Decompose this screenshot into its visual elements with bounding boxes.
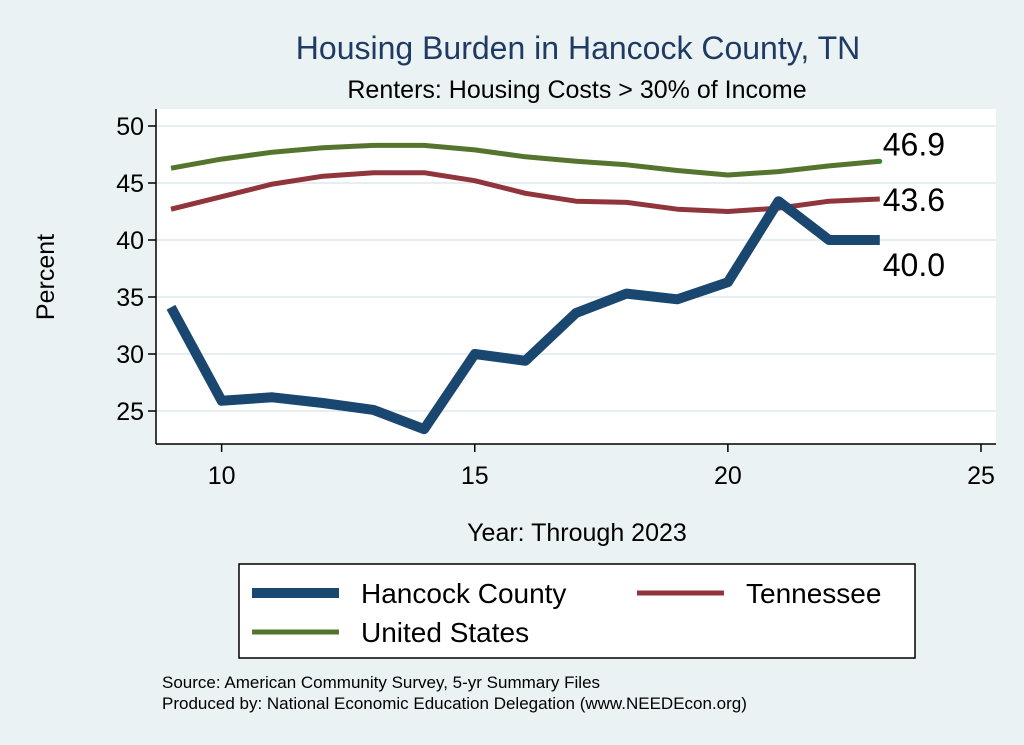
series-line-united-states [170,142,881,178]
end-label-hancock-county: 40.0 [883,247,945,283]
y-tick-label-35: 35 [116,284,144,312]
y-tick-label-30: 30 [116,341,144,369]
chart-subtitle: Renters: Housing Costs > 30% of Income [347,76,806,104]
series-line-hancock-county [166,196,880,435]
gridlines [156,125,996,412]
series-lines [166,142,883,435]
axes: 25 30 35 40 45 50 10 15 20 25 [116,109,996,490]
legend-box [238,563,916,659]
end-label-united-states: 46.9 [883,126,945,162]
series-line-tennessee [170,170,880,214]
x-tick-label-10: 10 [208,462,236,490]
y-tick-label-45: 45 [116,170,144,198]
x-tick-label-25: 25 [967,462,995,490]
y-axis-title: Percent [32,234,60,320]
y-tick-label-50: 50 [116,113,144,141]
source-note: Source: American Community Survey, 5-yr … [162,673,600,692]
produced-by-note: Produced by: National Economic Education… [162,694,747,713]
x-tick-label-20: 20 [714,462,742,490]
legend-label-us: United States [361,617,529,648]
x-axis-title: Year: Through 2023 [467,519,687,547]
legend-label-hancock: Hancock County [361,578,566,609]
y-tick-label-40: 40 [116,227,144,255]
y-tick-label-25: 25 [116,398,144,426]
end-labels: 46.9 43.6 40.0 [883,126,945,283]
legend-label-tennessee: Tennessee [746,578,881,609]
end-label-tennessee: 43.6 [883,182,945,218]
series-endpoint-united-states [877,158,883,164]
legend: Hancock County Tennessee United States [238,563,916,659]
chart-title: Housing Burden in Hancock County, TN [296,30,860,66]
x-tick-label-15: 15 [461,462,489,490]
